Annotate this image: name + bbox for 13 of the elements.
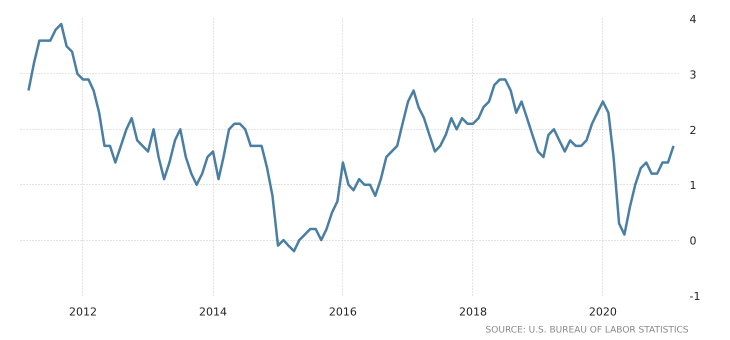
source-note: SOURCE: U.S. BUREAU OF LABOR STATISTICS: [486, 326, 689, 336]
y-tick-label: 0: [690, 234, 696, 248]
line-series: [27, 22, 675, 252]
x-tick-label: 2018: [458, 306, 487, 318]
y-tick-label: 4: [690, 13, 696, 26]
x-tick-label: 2020: [588, 306, 617, 318]
y-tick-label: 3: [690, 68, 696, 82]
x-tick-label: 2014: [199, 306, 228, 318]
y-tick-label: 1: [690, 179, 696, 192]
x-tick-label: 2012: [68, 306, 97, 318]
x-tick-label: 2016: [328, 306, 357, 318]
y-tick-label: -1: [690, 290, 700, 303]
y-tick-label: 2: [690, 124, 696, 137]
